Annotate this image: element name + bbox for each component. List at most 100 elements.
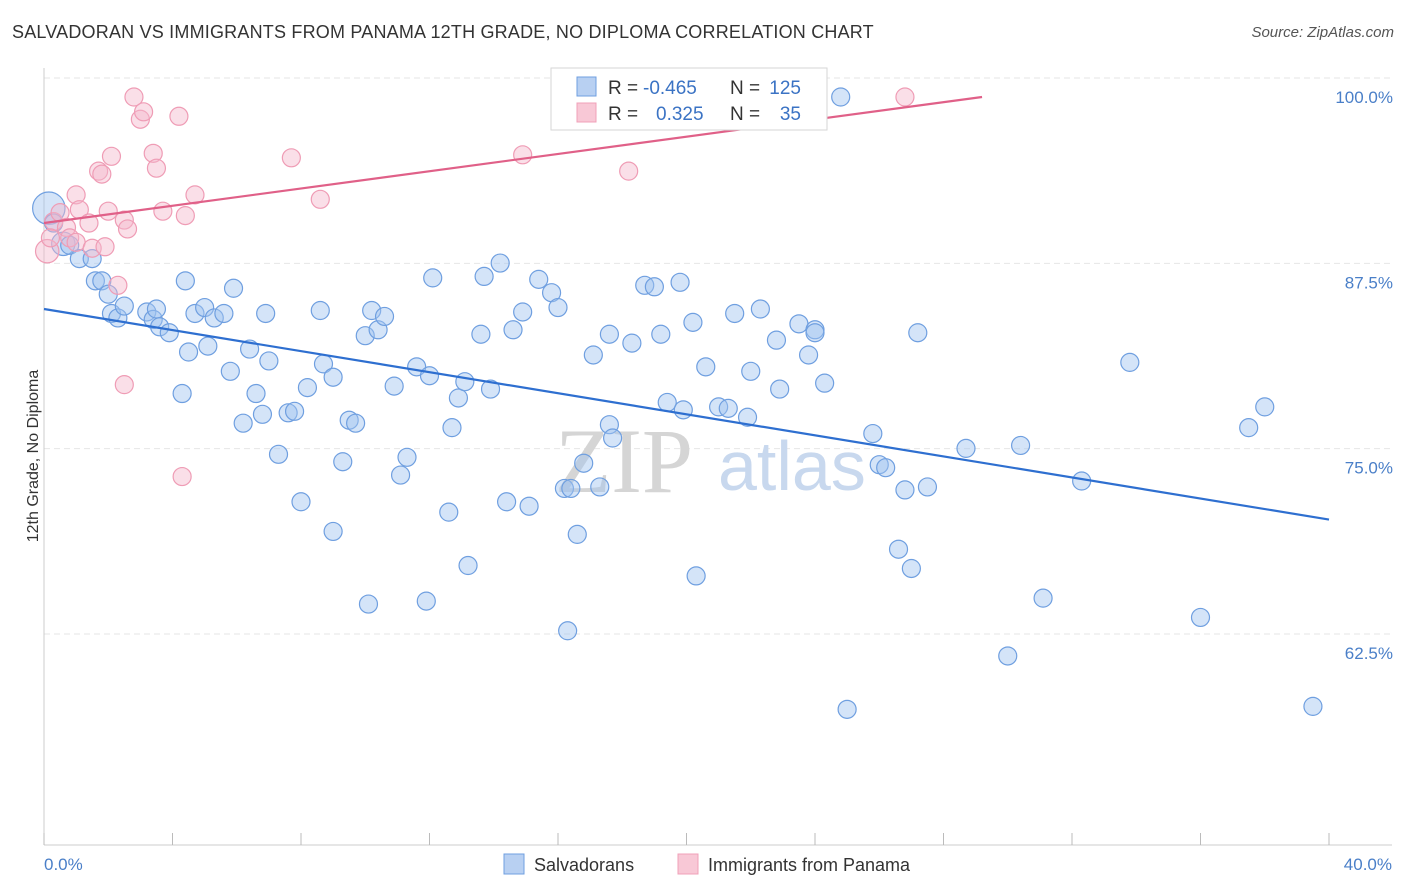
salvadoran-point	[284, 401, 305, 421]
y-tick-labels: 62.5% 75.0% 87.5% 100.0%	[1335, 88, 1393, 663]
chart-title: SALVADORAN VS IMMIGRANTS FROM PANAMA 12T…	[12, 22, 874, 42]
salvadoran-point	[490, 253, 510, 273]
salvadoran-point	[644, 277, 664, 297]
salvadoran-point	[1255, 397, 1275, 417]
salvadoran-point	[297, 378, 318, 398]
panama-point	[66, 185, 86, 205]
salvadoran-point	[554, 478, 575, 499]
salvadoran-point	[1239, 418, 1259, 438]
salvadoran-point	[1033, 588, 1053, 608]
salvadoran-point	[750, 299, 770, 319]
salvadoran-point	[159, 323, 179, 343]
salvadoran-point	[657, 392, 677, 413]
panama-point	[143, 143, 163, 163]
salvadoran-point	[917, 477, 938, 497]
salvadoran-point	[175, 271, 195, 291]
salvadoran-point	[442, 418, 462, 438]
series-legend-swatch-panama	[677, 853, 699, 875]
panama-point	[172, 466, 192, 487]
legend-r-value-pink: 0.325	[656, 104, 704, 125]
salvadoran-point	[737, 407, 758, 427]
salvadoran-point	[223, 278, 244, 298]
salvadoran-point	[635, 275, 655, 295]
series-legend-label-salvadorans: Salvadorans	[534, 855, 634, 875]
salvadoran-point	[146, 299, 167, 319]
salvadoran-point	[696, 357, 716, 377]
salvadoran-point	[333, 452, 353, 472]
salvadoran-point	[670, 272, 690, 292]
salvadoran-point	[558, 621, 578, 641]
panama-point	[169, 106, 189, 126]
panama-point	[175, 206, 195, 226]
panama-point	[40, 228, 61, 248]
salvadoran-point	[766, 330, 787, 350]
salvadoran-point	[590, 477, 610, 497]
salvadoran-point	[32, 191, 66, 226]
y-tick-label: 100.0%	[1335, 88, 1393, 107]
y-tick-label: 62.5%	[1345, 644, 1393, 663]
panama-points	[34, 87, 915, 487]
salvadoran-point	[259, 351, 279, 371]
salvadoran-point	[876, 458, 896, 478]
salvadoran-point	[599, 324, 620, 344]
legend-n-value-pink: 35	[780, 104, 801, 125]
x-ticks	[43, 833, 1330, 845]
salvadoran-point	[683, 312, 703, 332]
y-tick-label: 75.0%	[1345, 459, 1393, 478]
salvadoran-point	[423, 268, 443, 288]
salvadoran-point	[815, 373, 835, 393]
salvadoran-point	[709, 397, 729, 417]
panama-point	[101, 146, 122, 166]
salvadoran-point	[548, 297, 568, 318]
salvadoran-point	[956, 438, 976, 458]
salvadoran-point	[863, 423, 883, 444]
salvadoran-point	[1010, 435, 1031, 456]
salvadoran-point	[204, 308, 224, 328]
panama-point	[95, 237, 115, 257]
x-tick-label-min: 0.0%	[44, 855, 83, 874]
panama-point	[56, 217, 77, 238]
salvadoran-point	[397, 447, 417, 467]
salvadoran-point	[278, 403, 298, 423]
salvadoran-point	[718, 398, 738, 418]
series-legend-label-panama: Immigrants from Panama	[708, 855, 911, 875]
salvadoran-point	[419, 366, 440, 386]
stats-legend-box	[550, 67, 828, 131]
panama-point	[153, 201, 173, 221]
salvadoran-point	[198, 336, 218, 356]
panama-point	[108, 275, 128, 295]
watermark-zip: ZIP	[555, 410, 693, 512]
salvadoran-point	[908, 323, 928, 343]
series-legend: Salvadorans Immigrants from Panama	[503, 853, 911, 875]
panama-point	[114, 375, 134, 395]
chart-source: Source: ZipAtlas.com	[1251, 24, 1394, 41]
salvadoran-point	[805, 323, 825, 343]
x-tick-label-max: 40.0%	[1344, 855, 1392, 874]
salvadoran-point	[519, 496, 539, 516]
y-axis-title: 12th Grade, No Diploma	[25, 370, 42, 543]
salvadoran-point	[901, 558, 921, 579]
salvadoran-point	[310, 300, 330, 321]
panama-point	[310, 189, 330, 209]
salvadoran-point	[837, 699, 857, 719]
salvadoran-point	[416, 591, 436, 611]
salvadoran-point	[185, 303, 205, 324]
panama-point	[513, 145, 533, 165]
salvadoran-point	[622, 333, 642, 353]
panama-point	[133, 102, 154, 122]
legend-swatch-pink	[576, 102, 597, 123]
salvadoran-point	[178, 342, 199, 362]
salvadoran-point	[529, 269, 549, 289]
salvadoran-point	[998, 646, 1018, 666]
salvadoran-point	[798, 345, 819, 365]
salvadoran-point	[1303, 696, 1323, 716]
salvadoran-point	[741, 361, 761, 381]
salvadoran-point	[114, 296, 134, 316]
salvadoran-point	[323, 367, 343, 387]
salvadoran-point	[82, 249, 102, 269]
salvadoran-point	[458, 555, 478, 576]
panama-point	[146, 158, 167, 178]
salvadoran-point	[143, 309, 163, 329]
salvadoran-point	[1190, 607, 1211, 628]
